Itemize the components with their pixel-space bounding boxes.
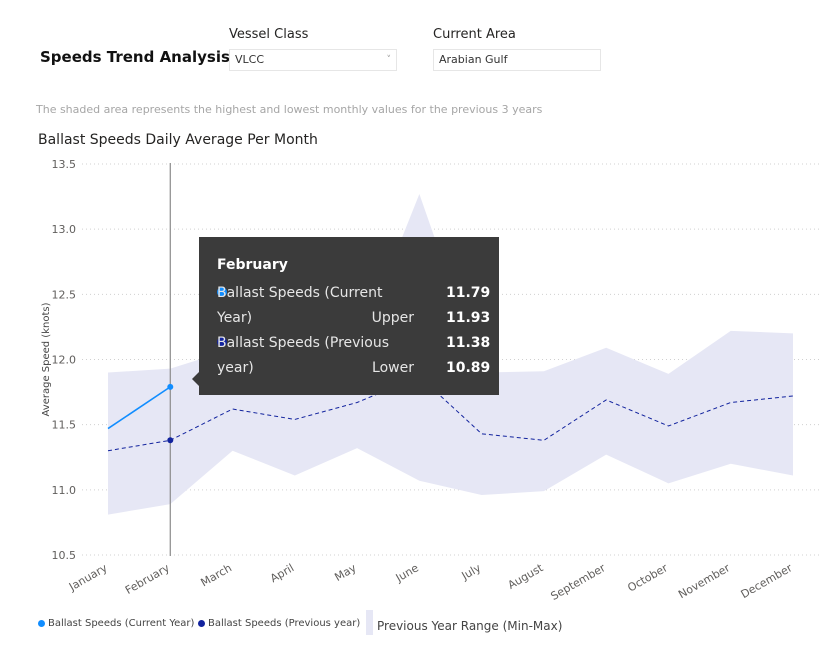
- current-area-dropdown[interactable]: Arabian Gulf: [433, 49, 601, 71]
- x-tick-label: May: [332, 561, 359, 584]
- tooltip-value: 11.38: [446, 335, 491, 351]
- chevron-down-icon[interactable]: ˅: [386, 55, 392, 65]
- range-swatch-icon: [366, 610, 373, 635]
- x-tick-label: January: [66, 561, 110, 594]
- legend-item-previous[interactable]: Ballast Speeds (Previous year): [198, 618, 360, 629]
- report-title: Speeds Trend Analysis: [40, 48, 230, 66]
- x-tick-label: June: [393, 561, 421, 585]
- y-tick-label: 11.5: [52, 419, 77, 432]
- x-tick-label: December: [739, 561, 795, 601]
- legend-item-range[interactable]: Previous Year Range (Min-Max): [377, 619, 563, 633]
- current-area-slicer[interactable]: Current Area Arabian Gulf: [433, 27, 601, 71]
- chart-title: Ballast Speeds Daily Average Per Month: [38, 132, 318, 148]
- y-tick-label: 11.0: [52, 484, 77, 497]
- x-tick-label: July: [459, 561, 484, 583]
- x-tick-label: August: [506, 561, 546, 592]
- current-year-dot-icon: [217, 287, 227, 297]
- x-tick-label: November: [676, 561, 732, 601]
- chart-subtitle: The shaded area represents the highest a…: [36, 103, 543, 116]
- y-tick-label: 12.5: [52, 288, 77, 301]
- tooltip-row-current: Ballast Speeds (Current Year) 11.79: [217, 281, 490, 326]
- current-year-dot-icon: [38, 619, 45, 627]
- vessel-class-dropdown[interactable]: VLCC ˅: [229, 49, 397, 71]
- y-tick-label: 12.0: [52, 354, 77, 367]
- current-area-value: Arabian Gulf: [439, 53, 508, 66]
- tooltip-label: Upper: [371, 310, 414, 326]
- tooltip-value: 10.89: [446, 360, 491, 376]
- tooltip-label: Ballast Speeds (Current Year): [217, 285, 383, 326]
- tooltip-row-previous: Ballast Speeds (Previous year) 11.38: [217, 331, 490, 376]
- previous-year-dot-icon: [198, 619, 205, 627]
- x-tick-label: February: [123, 561, 172, 597]
- y-tick-label: 10.5: [52, 549, 77, 562]
- tooltip-row-upper: Upper 11.93: [217, 306, 491, 331]
- tooltip-title: February: [217, 257, 288, 273]
- tooltip-label: Lower: [372, 360, 414, 376]
- x-tick-label: September: [549, 561, 609, 603]
- tooltip-row-lower: Lower 10.89: [217, 356, 490, 381]
- vessel-class-slicer[interactable]: Vessel Class VLCC ˅: [229, 27, 397, 71]
- y-tick-label: 13.5: [52, 158, 77, 171]
- current-year-point[interactable]: [167, 383, 174, 390]
- chart-tooltip: February Ballast Speeds (Current Year) 1…: [192, 237, 499, 395]
- legend-label: Ballast Speeds (Current Year): [48, 618, 195, 629]
- current-year-line: [107, 386, 171, 430]
- y-axis-title: Average Speed (knots): [41, 302, 52, 416]
- tooltip-label: Ballast Speeds (Previous year): [217, 335, 390, 376]
- x-tick-label: March: [198, 561, 234, 589]
- tooltip-value: 11.93: [446, 310, 491, 326]
- previous-year-dot-icon: [217, 337, 227, 347]
- current-area-label: Current Area: [433, 27, 516, 42]
- x-tick-label: October: [625, 561, 670, 595]
- previous-year-line: [107, 375, 794, 452]
- tooltip-value: 11.79: [446, 285, 491, 301]
- previous-year-point[interactable]: [167, 437, 174, 444]
- vessel-class-label: Vessel Class: [229, 27, 309, 42]
- vessel-class-value: VLCC: [235, 53, 265, 66]
- y-tick-label: 13.0: [52, 223, 77, 236]
- legend-label: Ballast Speeds (Previous year): [208, 618, 361, 629]
- x-tick-label: April: [268, 561, 296, 585]
- legend-item-current[interactable]: Ballast Speeds (Current Year): [38, 618, 194, 629]
